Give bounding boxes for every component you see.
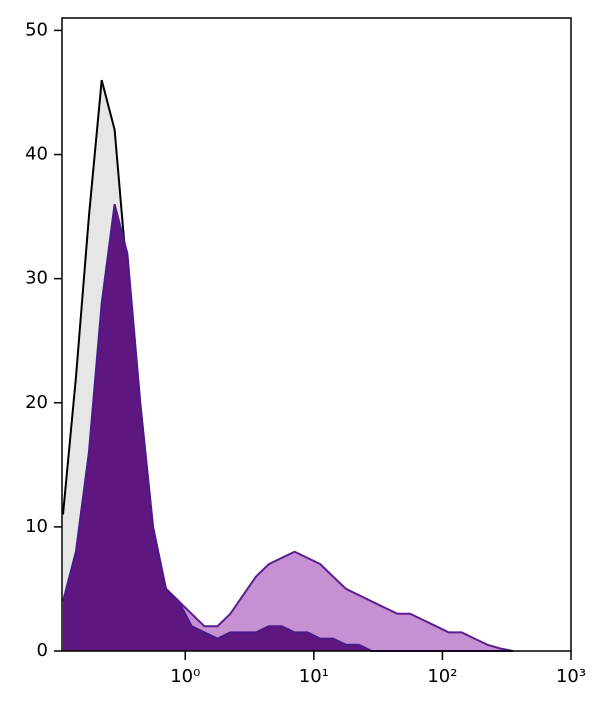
x-tick-label: 10⁰ xyxy=(170,666,200,687)
area-fill xyxy=(63,204,514,651)
y-tick-label: 50 xyxy=(25,19,48,40)
y-tick-label: 30 xyxy=(25,268,48,289)
x-tick-label: 10² xyxy=(427,666,457,687)
y-tick-label: 40 xyxy=(25,144,48,165)
y-tick-label: 20 xyxy=(25,392,48,413)
plot-frame xyxy=(61,17,572,652)
x-tick-label: 10³ xyxy=(556,666,586,687)
y-tick-label: 0 xyxy=(37,640,48,661)
x-tick-label: 10¹ xyxy=(299,666,329,687)
y-tick-label: 10 xyxy=(25,516,48,537)
